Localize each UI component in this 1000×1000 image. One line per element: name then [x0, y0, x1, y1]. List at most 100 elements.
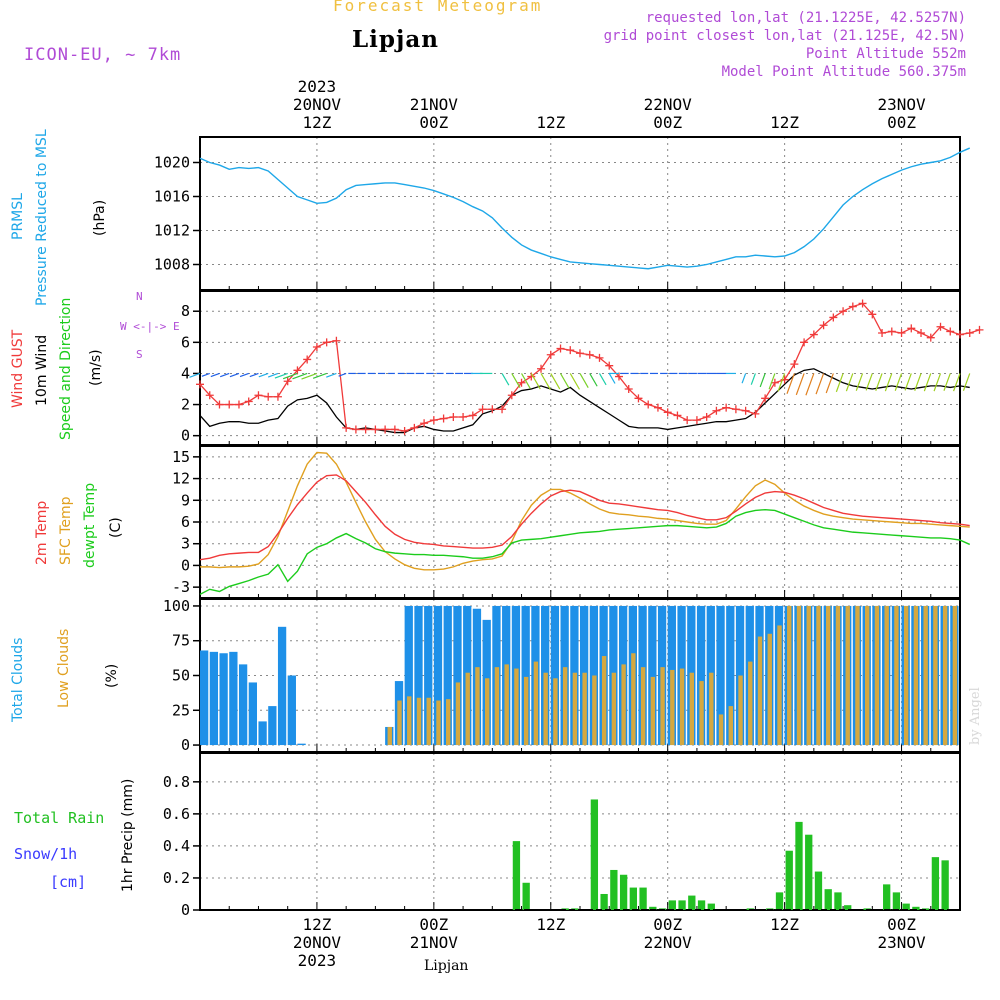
t2m-line: [199, 474, 970, 561]
ytick-label-temperature: -3: [172, 578, 190, 596]
low-cloud-bar: [553, 678, 558, 746]
snow-label: Snow/1h: [14, 845, 78, 863]
gust-marker: [283, 377, 292, 386]
total-cloud-bar: [200, 650, 209, 746]
wind-arrow: [962, 373, 971, 391]
low-cloud-bar: [942, 605, 948, 746]
low-cloud-bar: [494, 667, 500, 746]
low-cloud-bar: [933, 605, 938, 746]
low-cloud-bar: [777, 625, 782, 746]
chart-title: Forecast Meteogram: [333, 0, 543, 15]
rain-bar: [931, 857, 940, 910]
low-cloud-bar: [572, 672, 578, 746]
gust-marker: [381, 425, 390, 434]
gust-marker: [400, 427, 409, 435]
gust-marker: [868, 310, 877, 319]
compass-we: W <-|-> E: [120, 320, 180, 333]
low-cloud-bar: [767, 633, 772, 746]
grid-coords: grid point closest lon,lat (21.125E, 42.…: [603, 28, 966, 44]
wind-arrow: [569, 373, 580, 390]
gust-marker: [273, 392, 282, 401]
compass-s: S: [136, 348, 143, 361]
gust-marker: [722, 403, 731, 412]
gust-marker: [829, 313, 838, 322]
low-cloud-bar: [465, 672, 470, 746]
gust-marker: [917, 329, 926, 337]
wind-arrow: [750, 373, 756, 385]
ytick-label-wind: 4: [181, 364, 190, 382]
low-cloud-bar: [952, 605, 958, 746]
low-cloud-bar: [407, 696, 412, 746]
low-cloud-bar: [670, 669, 675, 746]
gust-marker: [459, 413, 468, 421]
total-cloud-bar: [716, 605, 725, 746]
rain-bar: [805, 834, 813, 910]
total-cloud-bar: [696, 605, 706, 746]
ytick-label-precip: 0.4: [163, 837, 190, 855]
low-cloud-bar: [416, 697, 422, 746]
gust-marker: [605, 361, 614, 370]
wind-arrow: [511, 373, 521, 388]
rain-bar: [785, 850, 793, 910]
ytick-label-pressure: 1012: [154, 222, 190, 240]
model-altitude: Model Point Altitude 560.375m: [721, 64, 966, 80]
rain-bar: [834, 892, 842, 910]
pressure-line: [199, 147, 971, 270]
gust-marker: [946, 327, 955, 336]
rain-bar: [600, 893, 608, 910]
low-cloud-bar: [913, 605, 919, 746]
ytick-label-temperature: 6: [181, 513, 190, 531]
gust-marker: [439, 414, 448, 423]
wind-speed-line: [199, 368, 970, 434]
total-cloud-bar: [424, 605, 433, 746]
low-cloud-bar: [855, 605, 860, 746]
rain-bar: [912, 906, 920, 910]
low-cloud-bar: [826, 605, 831, 746]
rain-bar: [639, 887, 647, 910]
gust-marker: [663, 408, 672, 417]
rain-bar: [883, 884, 891, 910]
ytick-label-clouds: 25: [172, 701, 190, 719]
wind-arrow: [239, 372, 249, 378]
low-cloud-bar: [436, 700, 441, 746]
low-cloud-bar: [611, 672, 617, 746]
gust-marker: [907, 324, 916, 333]
gust-marker: [800, 338, 809, 347]
gust-marker: [449, 413, 458, 421]
low-cloud-bar: [718, 714, 724, 746]
sfc-temp-line: [200, 451, 970, 571]
time-label-top: 21NOV: [410, 95, 459, 114]
location-title: Lipjan: [352, 26, 439, 53]
gust-marker: [556, 344, 565, 353]
time-label-bottom: 00Z: [419, 915, 448, 934]
low-cloud-bar: [397, 700, 402, 746]
wind-arrow: [550, 373, 561, 390]
ytick-label-wind: 8: [181, 302, 190, 320]
low-cloud-bar: [601, 656, 607, 746]
low-cloud-bar: [748, 661, 753, 746]
rain-bar: [649, 906, 657, 910]
gust-marker: [965, 329, 974, 337]
wind-arrow: [292, 372, 308, 380]
total-cloud-bar: [219, 653, 228, 746]
total-cloud-bar: [433, 605, 443, 746]
time-label-top: 00Z: [887, 113, 916, 132]
gust-marker: [371, 425, 380, 434]
ytick-label-wind: 0: [181, 427, 190, 445]
total-cloud-bar: [297, 743, 306, 746]
wind-arrow: [579, 373, 589, 388]
ytick-label-temperature: 3: [181, 535, 190, 553]
time-label-bottom: 12Z: [770, 915, 799, 934]
rain-bar: [619, 874, 628, 910]
gust-marker: [741, 406, 750, 415]
wind-arrow: [855, 373, 864, 391]
ytick-label-clouds: 100: [163, 597, 190, 615]
wind-arrow: [229, 372, 240, 378]
gust-marker: [546, 350, 555, 359]
gust-marker: [332, 336, 341, 345]
low-cloud-bar: [787, 605, 792, 746]
wind-arrow: [589, 373, 598, 387]
wind-arrow: [220, 372, 230, 378]
wind-arrow: [933, 373, 942, 392]
total-cloud-bar: [414, 605, 423, 746]
